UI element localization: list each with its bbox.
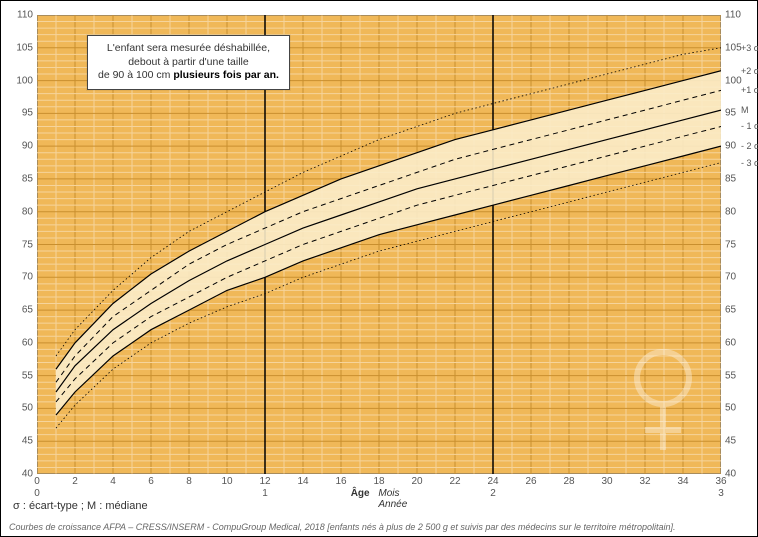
ytick: 85 [725,173,736,184]
xtick-month: 12 [259,476,270,487]
xtick-month: 34 [677,476,688,487]
xtick-month: 6 [148,476,154,487]
ytick: 40 [725,469,736,480]
ytick: 95 [22,108,33,119]
series-label: - 3 σ [741,158,758,168]
xtick-year: 2 [490,488,496,499]
xtick-month: 32 [639,476,650,487]
ytick: 60 [22,337,33,348]
ytick: 40 [22,469,33,480]
chart-frame: L'enfant sera mesurée déshabillée, debou… [0,0,758,537]
info-l3: de 90 à 100 cm plusieurs fois par an. [98,69,279,83]
sigma-note: σ : écart-type ; M : médiane [13,500,148,512]
xtick-month: 20 [411,476,422,487]
ytick: 100 [16,75,33,86]
ytick: 95 [725,108,736,119]
ytick: 75 [22,239,33,250]
xtick-month: 4 [110,476,116,487]
ytick: 50 [22,403,33,414]
xtick-month: 24 [487,476,498,487]
xtick-month: 22 [449,476,460,487]
series-label: +2 σ [741,66,758,76]
ytick: 70 [725,272,736,283]
ytick: 105 [725,42,742,53]
xtick-year: 0 [34,488,40,499]
ytick: 50 [725,403,736,414]
xtick-month: 10 [221,476,232,487]
ytick: 110 [17,10,33,21]
series-label: - 1 σ [741,121,758,131]
xtick-year: 1 [262,488,268,499]
xtick-month: 36 [715,476,726,487]
ytick: 65 [22,305,33,316]
xtick-year: 3 [718,488,724,499]
xtick-month: 26 [525,476,536,487]
xtick-month: 0 [34,476,40,487]
info-l1: L'enfant sera mesurée déshabillée, [98,42,279,56]
ytick: 55 [725,370,736,381]
ytick: 55 [22,370,33,381]
age-axis-legend: Âge Mois Année [351,488,408,510]
xtick-month: 8 [186,476,192,487]
ytick: 45 [22,436,33,447]
series-label: +3 σ [741,43,758,53]
ytick: 80 [725,206,736,217]
series-label: M [741,105,749,115]
series-label: - 2 σ [741,141,758,151]
series-label: +1 σ [741,85,758,95]
ytick: 60 [725,337,736,348]
xtick-month: 2 [72,476,78,487]
xtick-month: 30 [601,476,612,487]
xtick-month: 16 [335,476,346,487]
plot-area: L'enfant sera mesurée déshabillée, debou… [37,15,721,474]
ytick: 75 [725,239,736,250]
footnote: Courbes de croissance AFPA – CRESS/INSER… [9,522,749,532]
ytick: 90 [22,141,33,152]
ytick: 105 [16,42,33,53]
info-l2: debout à partir d'une taille [98,56,279,70]
ytick: 70 [22,272,33,283]
ytick: 100 [725,75,742,86]
xtick-month: 28 [563,476,574,487]
xtick-month: 18 [373,476,384,487]
ytick: 80 [22,206,33,217]
ytick: 65 [725,305,736,316]
ytick: 110 [725,10,741,21]
ytick: 90 [725,141,736,152]
ytick: 45 [725,436,736,447]
info-box: L'enfant sera mesurée déshabillée, debou… [87,35,290,90]
ytick: 85 [22,173,33,184]
xtick-month: 14 [297,476,308,487]
female-icon [623,346,703,456]
